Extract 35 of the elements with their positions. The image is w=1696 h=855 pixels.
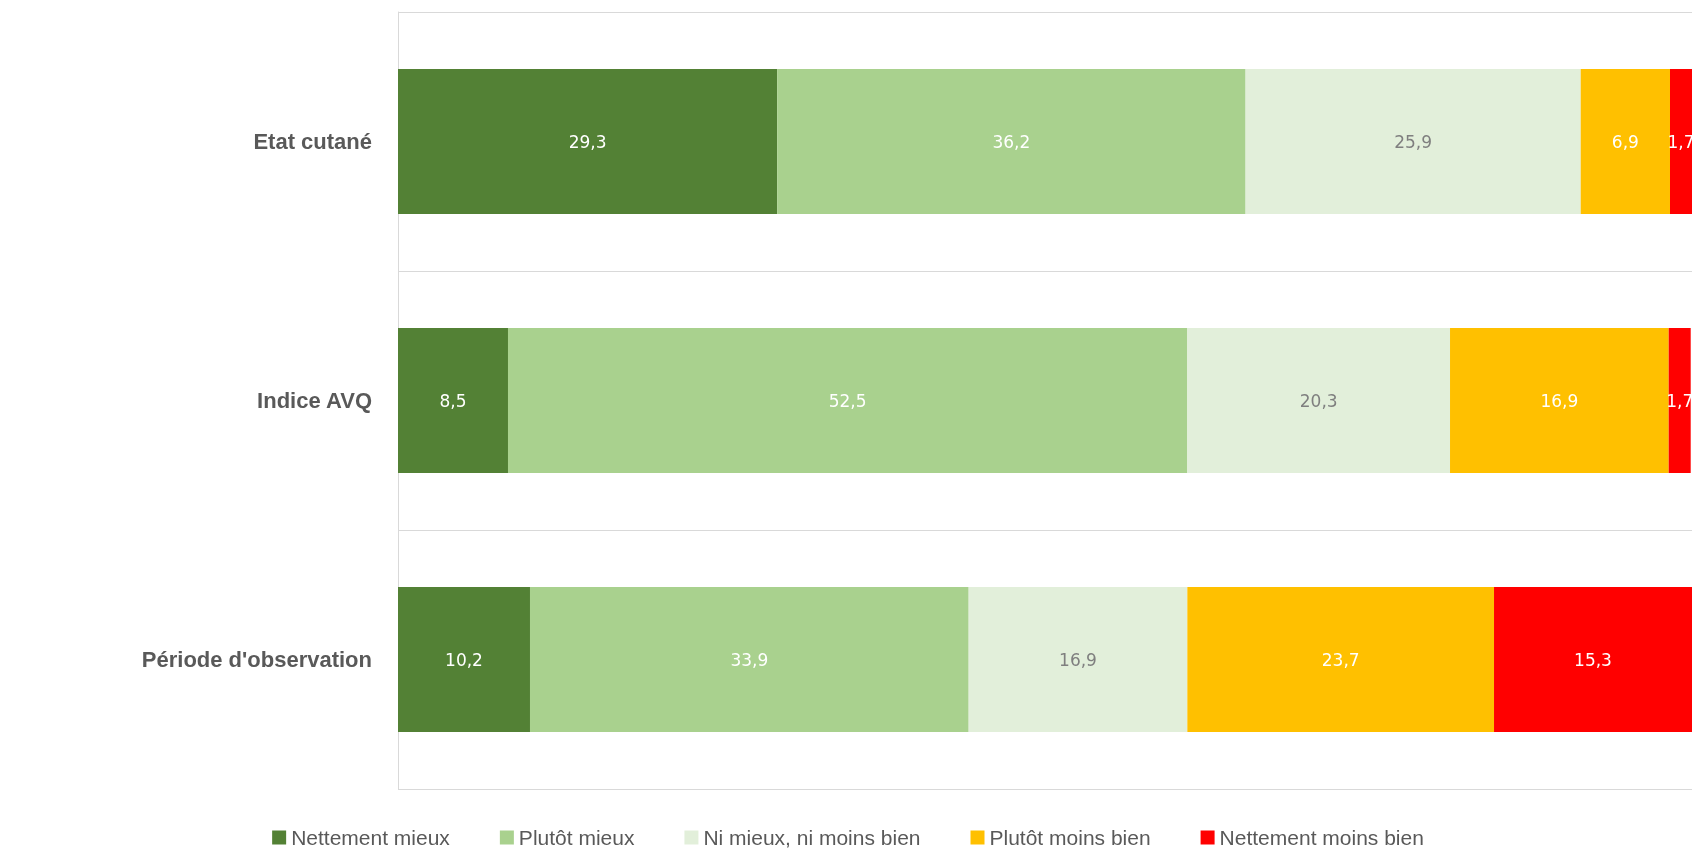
data-label: 6,9 <box>1611 131 1639 152</box>
data-label: 33,9 <box>730 649 769 670</box>
y-tick-label: Indice AVQ <box>257 388 372 413</box>
bar <box>968 586 1188 733</box>
legend-label: Nettement mieux <box>291 826 451 849</box>
bar <box>1450 327 1669 474</box>
bar <box>398 327 508 474</box>
data-label: 20,3 <box>1299 390 1338 411</box>
data-label: 10,2 <box>445 649 483 670</box>
bar <box>1245 68 1581 215</box>
bar <box>777 68 1246 215</box>
data-label: 36,2 <box>992 131 1031 152</box>
data-label: 15,3 <box>1574 649 1612 670</box>
legend-label: Plutôt moins bien <box>989 826 1151 849</box>
bar <box>1187 327 1451 474</box>
bar <box>1187 586 1495 733</box>
data-label: 16,9 <box>1059 649 1097 670</box>
y-tick-label: Etat cutané <box>253 129 372 154</box>
data-label: 16,9 <box>1540 390 1579 411</box>
bar <box>529 586 969 733</box>
legend-label: Ni mieux, ni moins bien <box>703 826 921 849</box>
bar <box>398 586 530 733</box>
bar <box>398 68 778 215</box>
y-tick-label: Période d'observation <box>141 647 372 672</box>
data-label: 29,3 <box>568 131 607 152</box>
data-label: 25,9 <box>1394 131 1433 152</box>
legend-label: Nettement moins bien <box>1219 826 1424 849</box>
bar <box>507 327 1188 474</box>
data-label: 23,7 <box>1321 649 1360 670</box>
data-label: 52,5 <box>828 390 867 411</box>
bar <box>1494 586 1692 733</box>
bar <box>1668 327 1691 474</box>
bar <box>1580 68 1670 215</box>
data-label: 8,5 <box>439 390 467 411</box>
legend-label: Plutôt mieux <box>518 826 635 849</box>
